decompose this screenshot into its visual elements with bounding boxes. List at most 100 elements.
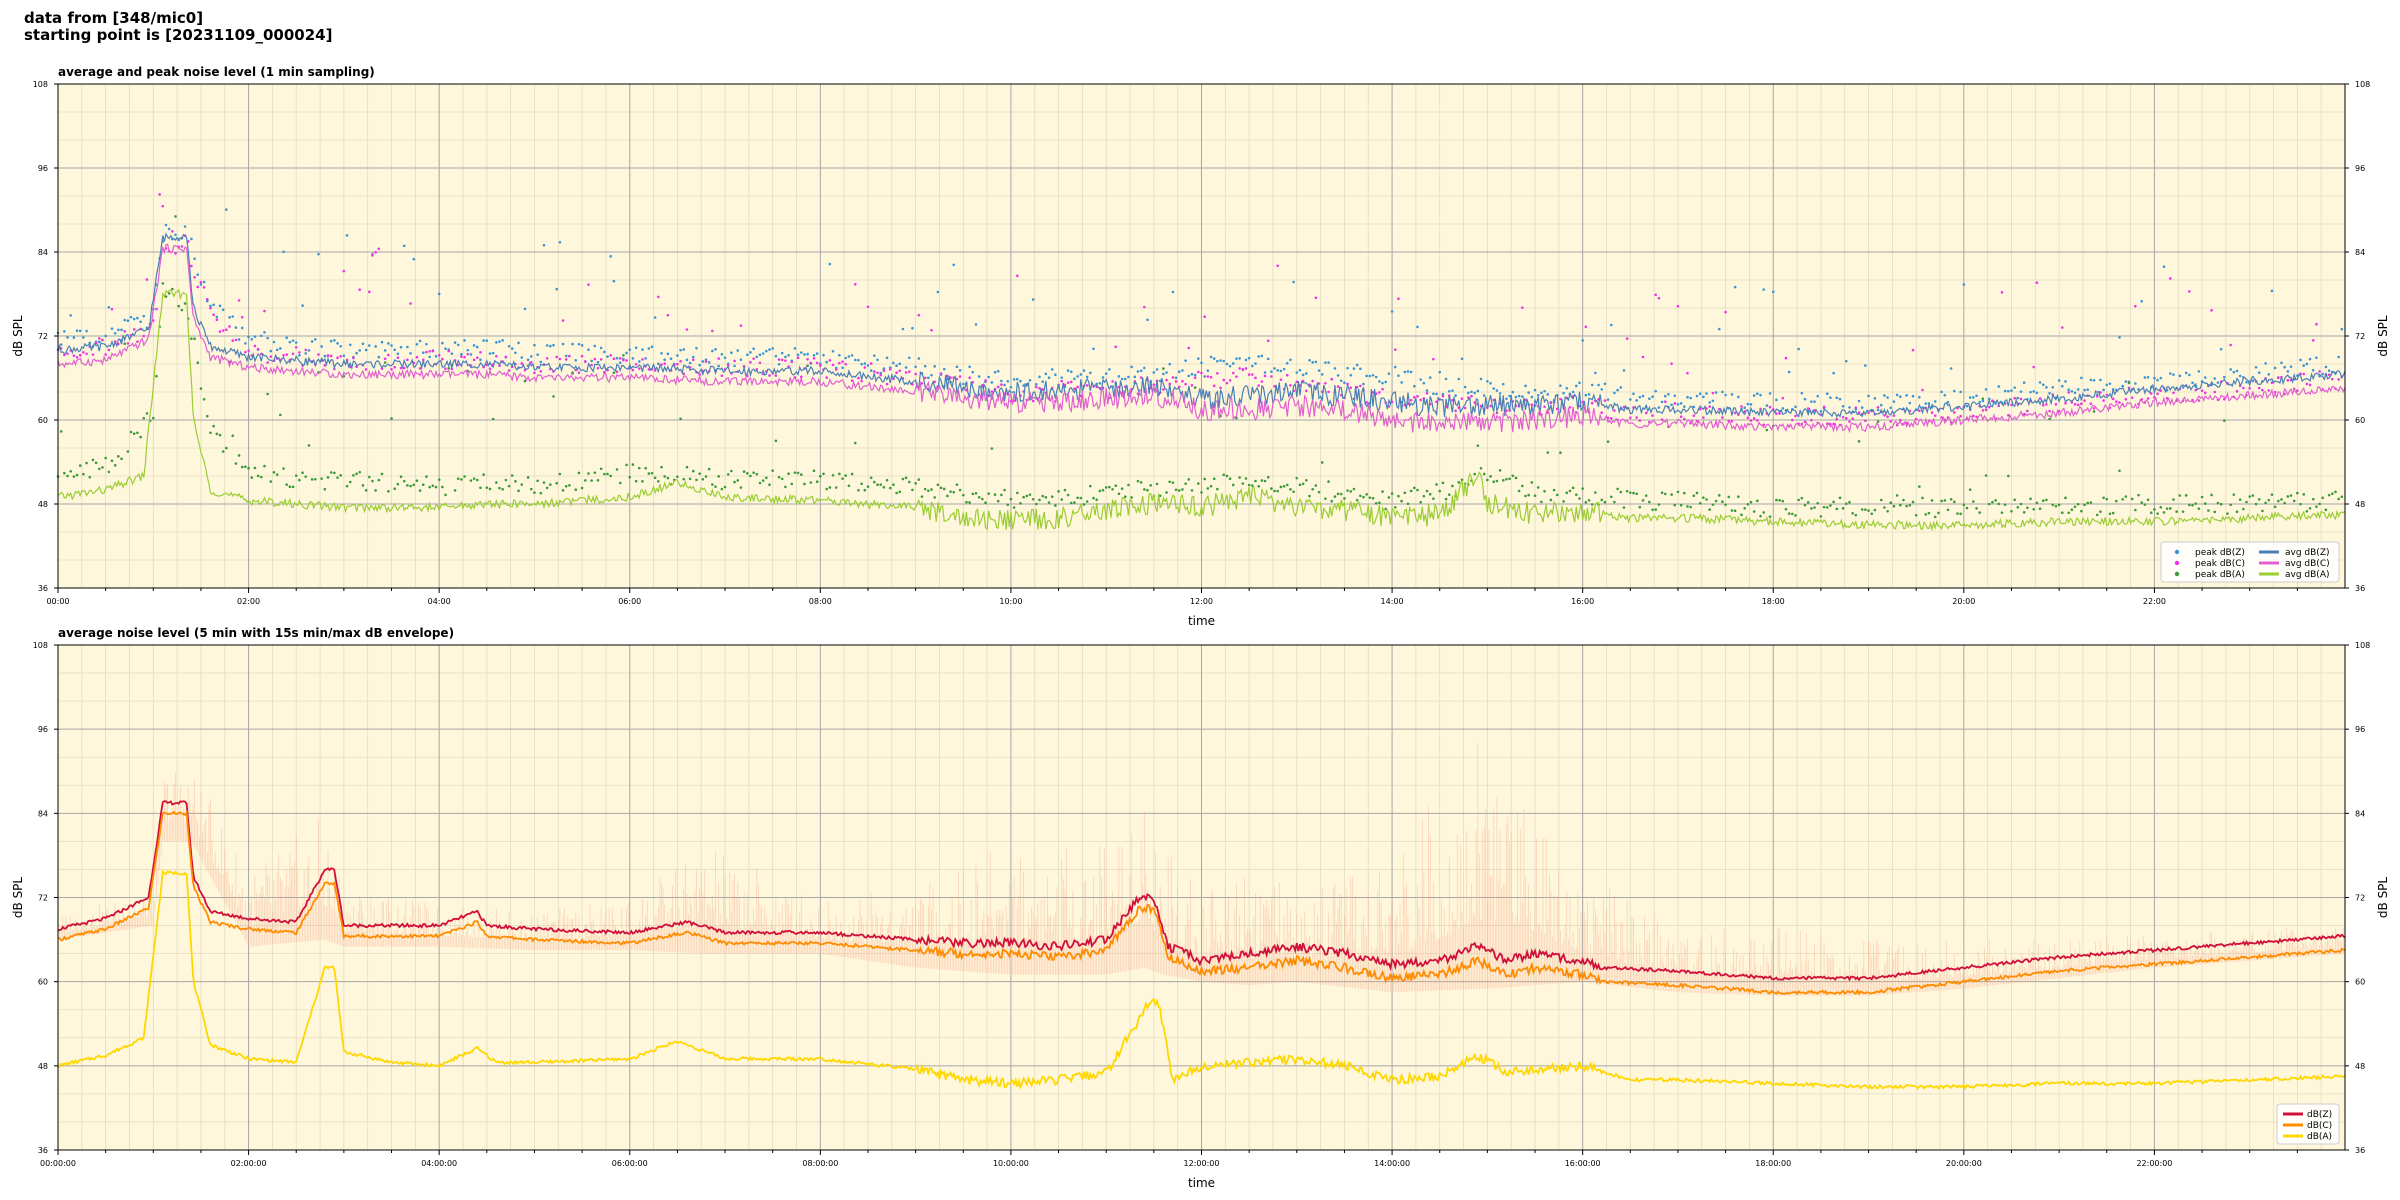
peak-point: [2302, 493, 2306, 496]
peak-point: [1165, 371, 1168, 374]
peak-point: [167, 292, 171, 295]
peak-point: [2330, 492, 2334, 496]
peak-point: [374, 345, 377, 348]
peak-point: [399, 345, 403, 349]
peak-point: [402, 244, 406, 248]
peak-point: [1505, 397, 1508, 401]
peak-point: [1629, 491, 1632, 494]
peak-point: [2038, 507, 2042, 510]
legend-label: dB(C): [2307, 1121, 2332, 1131]
peak-point: [132, 317, 136, 321]
peak-point: [1714, 391, 1718, 394]
y-tick-label: 48: [38, 1062, 48, 1071]
peak-point: [1800, 422, 1804, 426]
peak-point: [1117, 492, 1121, 496]
peak-point: [930, 328, 933, 332]
peak-point: [1054, 373, 1057, 377]
peak-point: [1009, 497, 1013, 501]
peak-point: [860, 482, 863, 486]
peak-point: [510, 347, 514, 350]
peak-point: [2019, 390, 2023, 393]
peak-point: [1613, 409, 1616, 412]
peak-point: [2245, 380, 2248, 384]
peak-point: [1616, 388, 1619, 392]
peak-point: [288, 340, 292, 344]
peak-point: [736, 479, 740, 482]
peak-point: [240, 315, 244, 319]
peak-point: [339, 344, 342, 348]
peak-point: [291, 352, 295, 356]
header-start-line: starting point is [20231109_000024]: [24, 26, 333, 44]
x-tick-label: 22:00:00: [2136, 1159, 2172, 1168]
peak-point: [97, 340, 101, 344]
peak-point: [285, 353, 289, 356]
peak-point: [1924, 402, 1928, 405]
peak-point: [2188, 290, 2191, 293]
peak-point: [2289, 494, 2293, 497]
peak-point: [2280, 361, 2283, 365]
peak-point: [1651, 395, 1654, 398]
peak-point: [853, 358, 857, 362]
peak-point: [85, 329, 88, 333]
peak-point: [768, 374, 771, 377]
peak-point: [2270, 493, 2274, 496]
peak-point: [1886, 415, 1889, 418]
peak-point: [396, 352, 400, 356]
y-tick-label-right: 108: [2355, 80, 2370, 89]
peak-point: [288, 485, 292, 489]
peak-point: [1803, 397, 1807, 401]
legend: dB(Z)dB(C)dB(A): [2276, 1103, 2340, 1145]
peak-point: [1311, 379, 1314, 383]
peak-point: [1673, 402, 1677, 405]
peak-point: [755, 472, 759, 476]
peak-point: [529, 355, 533, 358]
peak-point: [1197, 482, 1200, 485]
peak-point: [1581, 339, 1584, 342]
peak-point: [139, 435, 142, 439]
peak-point: [1057, 490, 1060, 493]
peak-point: [2324, 365, 2328, 369]
peak-point: [1266, 339, 1270, 343]
peak-point: [1076, 375, 1079, 378]
peak-point: [1981, 409, 1985, 412]
peak-point: [1339, 379, 1343, 383]
peak-point: [1365, 374, 1368, 378]
peak-point: [1171, 481, 1175, 484]
peak-point: [933, 380, 936, 384]
peak-point: [1568, 406, 1572, 409]
peak-point: [685, 358, 689, 362]
peak-point: [2273, 366, 2277, 370]
peak-point: [2257, 386, 2261, 390]
peak-point: [523, 368, 527, 372]
peak-point: [1536, 393, 1540, 397]
y-tick-label-right: 60: [2355, 978, 2365, 987]
peak-point: [2095, 513, 2099, 517]
peak-point: [1244, 358, 1248, 362]
peak-point: [1892, 504, 1896, 508]
peak-point: [1737, 495, 1740, 498]
peak-point: [1003, 488, 1006, 492]
peak-point: [139, 320, 142, 324]
peak-point: [2197, 399, 2201, 402]
peak-point: [1425, 389, 1429, 392]
peak-point: [1660, 491, 1664, 494]
peak-point: [1848, 420, 1851, 423]
peak-point: [85, 461, 88, 465]
peak-point: [1933, 414, 1937, 417]
peak-point: [196, 361, 200, 365]
peak-point: [2143, 503, 2147, 506]
peak-point: [520, 362, 524, 365]
peak-point: [2311, 368, 2315, 372]
peak-point: [387, 342, 390, 345]
peak-point: [463, 475, 466, 478]
peak-point: [1654, 293, 1658, 297]
peak-point: [2210, 493, 2213, 497]
peak-point: [698, 363, 701, 367]
peak-point: [1352, 367, 1356, 370]
peak-point: [1432, 357, 1435, 361]
peak-point: [1111, 487, 1114, 491]
peak-point: [1559, 397, 1562, 401]
y-tick-label: 72: [38, 894, 48, 903]
peak-point: [1158, 494, 1162, 498]
